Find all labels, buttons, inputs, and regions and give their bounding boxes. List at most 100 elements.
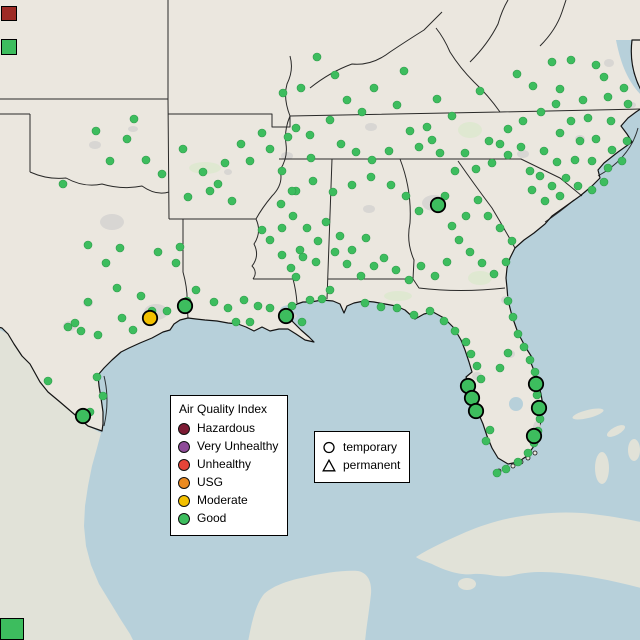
monitor-dot-good[interactable]: [414, 142, 424, 152]
monitor-dot-good[interactable]: [447, 221, 457, 231]
monitor-dot-good[interactable]: [460, 148, 470, 158]
monitor-dot-good[interactable]: [291, 123, 301, 133]
monitor-dot-good[interactable]: [205, 186, 215, 196]
monitor-dot-good[interactable]: [516, 142, 526, 152]
monitor-dot-good[interactable]: [575, 136, 585, 146]
monitor-dot-good[interactable]: [136, 291, 146, 301]
monitor-dot-good[interactable]: [430, 271, 440, 281]
monitor-dot-good[interactable]: [591, 134, 601, 144]
monitor-dot-good[interactable]: [416, 261, 426, 271]
monitor-dot-good[interactable]: [508, 312, 518, 322]
monitor-dot-good[interactable]: [540, 196, 550, 206]
monitor-dot-good[interactable]: [607, 145, 617, 155]
monitor-dot-good[interactable]: [555, 128, 565, 138]
monitor-dot-good[interactable]: [277, 166, 287, 176]
monitor-dot-good[interactable]: [288, 211, 298, 221]
monitor-dot-good[interactable]: [530, 367, 540, 377]
monitor-dot-good[interactable]: [484, 136, 494, 146]
monitor-dot-good[interactable]: [555, 191, 565, 201]
monitor-temporary-good[interactable]: [429, 196, 447, 214]
monitor-dot-good[interactable]: [305, 295, 315, 305]
monitor-dot-good[interactable]: [495, 223, 505, 233]
monitor-dot-good[interactable]: [435, 148, 445, 158]
monitor-dot-good[interactable]: [532, 390, 542, 400]
monitor-dot-good[interactable]: [539, 146, 549, 156]
monitor-dot-good[interactable]: [376, 302, 386, 312]
monitor-dot-good[interactable]: [536, 107, 546, 117]
monitor-dot-good[interactable]: [619, 83, 629, 93]
monitor-dot-good[interactable]: [112, 283, 122, 293]
monitor-dot-good[interactable]: [432, 94, 442, 104]
monitor-dot-good[interactable]: [342, 95, 352, 105]
monitor-dot-good[interactable]: [83, 297, 93, 307]
monitor-dot-good[interactable]: [461, 211, 471, 221]
monitor-dot-good[interactable]: [439, 316, 449, 326]
monitor-dot-good[interactable]: [483, 211, 493, 221]
monitor-dot-good[interactable]: [450, 326, 460, 336]
monitor-dot-good[interactable]: [503, 296, 513, 306]
monitor-dot-good[interactable]: [603, 163, 613, 173]
monitor-dot-good[interactable]: [570, 155, 580, 165]
monitor-dot-good[interactable]: [305, 130, 315, 140]
monitor-dot-good[interactable]: [495, 363, 505, 373]
monitor-dot-good[interactable]: [209, 297, 219, 307]
monitor-dot-good[interactable]: [477, 258, 487, 268]
monitor-dot-good[interactable]: [93, 330, 103, 340]
monitor-dot-good[interactable]: [547, 181, 557, 191]
monitor-dot-good[interactable]: [573, 181, 583, 191]
monitor-dot-good[interactable]: [465, 247, 475, 257]
monitor-dot-good[interactable]: [245, 317, 255, 327]
monitor-dot-good[interactable]: [513, 329, 523, 339]
monitor-dot-good[interactable]: [336, 139, 346, 149]
monitor-dot-good[interactable]: [312, 52, 322, 62]
monitor-dot-good[interactable]: [317, 294, 327, 304]
monitor-dot-good[interactable]: [386, 180, 396, 190]
monitor-dot-good[interactable]: [70, 318, 80, 328]
monitor-dot-good[interactable]: [519, 342, 529, 352]
monitor-dot-good[interactable]: [367, 155, 377, 165]
monitor-dot-good[interactable]: [128, 325, 138, 335]
monitor-dot-good[interactable]: [481, 436, 491, 446]
monitor-dot-good[interactable]: [306, 153, 316, 163]
monitor-dot-good[interactable]: [492, 468, 502, 478]
monitor-dot-good[interactable]: [276, 199, 286, 209]
monitor-dot-good[interactable]: [535, 414, 545, 424]
monitor-dot-good[interactable]: [357, 107, 367, 117]
monitor-dot-good[interactable]: [551, 99, 561, 109]
monitor-dot-good[interactable]: [525, 166, 535, 176]
monitor-dot-good[interactable]: [278, 88, 288, 98]
monitor-dot-good[interactable]: [603, 92, 613, 102]
monitor-dot-good[interactable]: [361, 233, 371, 243]
monitor-dot-good[interactable]: [369, 261, 379, 271]
monitor-dot-good[interactable]: [606, 116, 616, 126]
monitor-dot-good[interactable]: [617, 156, 627, 166]
monitor-dot-good[interactable]: [253, 301, 263, 311]
monitor-temporary-good[interactable]: [277, 307, 295, 325]
monitor-dot-good[interactable]: [183, 192, 193, 202]
monitor-dot-good[interactable]: [404, 275, 414, 285]
monitor-dot-good[interactable]: [391, 265, 401, 275]
monitor-dot-good[interactable]: [583, 113, 593, 123]
monitor-dot-good[interactable]: [485, 425, 495, 435]
monitor-dot-good[interactable]: [369, 83, 379, 93]
monitor-dot-good[interactable]: [487, 158, 497, 168]
monitor-temporary-good[interactable]: [527, 375, 545, 393]
monitor-dot-good[interactable]: [296, 83, 306, 93]
monitor-dot-good[interactable]: [351, 147, 361, 157]
monitor-dot-good[interactable]: [379, 253, 389, 263]
monitor-dot-good[interactable]: [325, 285, 335, 295]
monitor-dot-good[interactable]: [501, 257, 511, 267]
monitor-dot-good[interactable]: [178, 144, 188, 154]
monitor-dot-good[interactable]: [414, 206, 424, 216]
monitor-dot-good[interactable]: [157, 169, 167, 179]
monitor-dot-good[interactable]: [321, 217, 331, 227]
monitor-dot-good[interactable]: [308, 176, 318, 186]
monitor-dot-good[interactable]: [472, 361, 482, 371]
monitor-dot-good[interactable]: [475, 86, 485, 96]
monitor-dot-good[interactable]: [43, 376, 53, 386]
monitor-dot-good[interactable]: [231, 317, 241, 327]
monitor-dot-good[interactable]: [599, 72, 609, 82]
monitor-dot-good[interactable]: [58, 179, 68, 189]
monitor-dot-good[interactable]: [101, 258, 111, 268]
